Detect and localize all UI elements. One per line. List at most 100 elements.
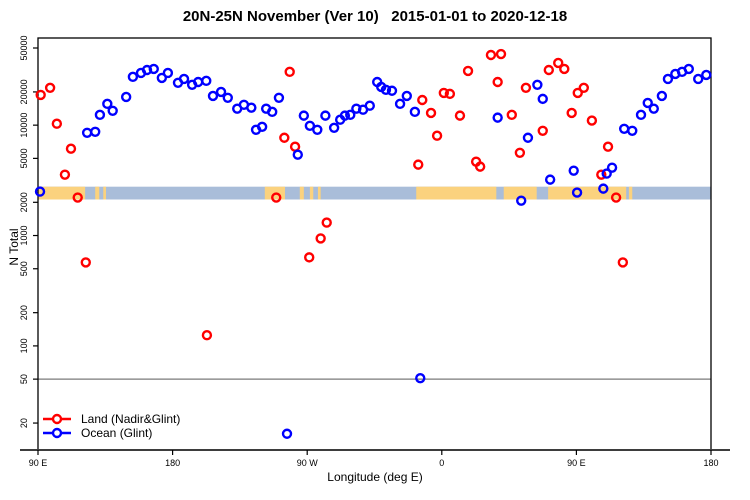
data-point-ocean: [215, 86, 227, 98]
data-point-land: [425, 107, 437, 119]
data-point-ocean: [273, 92, 285, 103]
data-point-ocean: [34, 186, 46, 197]
map-band-land-segment: [95, 186, 100, 200]
data-point-land: [304, 252, 315, 263]
data-point-ocean: [256, 121, 268, 133]
data-point-ocean: [642, 97, 653, 109]
data-point-ocean: [386, 85, 398, 96]
plot-border: [37, 37, 712, 451]
data-point-land: [495, 48, 507, 60]
data-point-ocean: [246, 102, 257, 113]
data-point-land: [51, 118, 63, 129]
data-point-land: [413, 159, 424, 170]
data-point-ocean: [312, 124, 323, 135]
data-point-ocean: [298, 110, 310, 121]
y-tick-label: 200: [19, 305, 29, 320]
data-point-ocean: [380, 84, 392, 96]
data-point-land: [506, 109, 517, 121]
data-point-ocean: [148, 63, 159, 75]
map-band-land-segment: [299, 186, 304, 200]
x-tick-label: 0: [439, 458, 444, 468]
data-point-ocean: [81, 127, 93, 138]
data-point-land: [586, 115, 598, 126]
map-band-land-segment: [416, 186, 497, 200]
data-point-land: [65, 143, 77, 154]
data-point-ocean: [648, 103, 659, 114]
data-point-ocean: [601, 168, 612, 179]
data-point-land: [602, 141, 614, 152]
data-point-ocean: [267, 106, 278, 118]
data-point-ocean: [320, 110, 331, 121]
map-band-land-segment: [103, 186, 106, 200]
x-tick-label: 90 E: [567, 458, 586, 468]
legend-label-ocean: Ocean (Glint): [81, 426, 153, 440]
data-point-ocean: [178, 73, 190, 85]
map-band-ocean: [38, 186, 711, 200]
data-point-ocean: [201, 75, 212, 87]
y-tick-label: 50: [19, 374, 29, 384]
data-point-land: [572, 87, 583, 99]
data-point-land: [279, 132, 290, 143]
y-tick-label: 100: [19, 338, 29, 353]
data-point-ocean: [156, 72, 168, 84]
data-point-ocean: [662, 73, 674, 85]
data-point-ocean: [207, 90, 219, 102]
legend: Land (Nadir&Glint) Ocean (Glint): [42, 412, 180, 440]
data-point-ocean: [102, 98, 113, 110]
data-point-ocean: [120, 91, 132, 103]
y-tick-label: 20000: [19, 79, 29, 104]
data-point-ocean: [90, 126, 101, 137]
x-tick-label: 90 E: [29, 458, 48, 468]
data-point-ocean: [364, 100, 375, 111]
data-point-ocean: [304, 120, 316, 131]
data-point-land: [72, 192, 83, 203]
data-point-ocean: [693, 73, 704, 85]
data-point-land: [59, 169, 71, 180]
data-point-ocean: [522, 132, 534, 143]
data-point-land: [559, 63, 570, 75]
y-tick-label: 50000: [19, 35, 29, 60]
data-point-land: [417, 94, 428, 106]
data-point-land: [617, 257, 629, 268]
data-point-ocean: [516, 195, 527, 206]
data-point-ocean: [656, 90, 668, 102]
data-point-ocean: [598, 183, 609, 194]
data-point-ocean: [618, 123, 630, 134]
data-point-land: [321, 217, 332, 228]
data-point-land: [284, 66, 295, 78]
data-point-land: [543, 64, 555, 76]
data-point-ocean: [606, 162, 618, 173]
data-point-land: [610, 192, 622, 203]
data-point-ocean: [568, 165, 579, 176]
data-point-land: [80, 257, 91, 268]
data-point-ocean: [415, 372, 426, 384]
map-band-land-segment: [317, 186, 321, 200]
data-point-ocean: [292, 149, 303, 160]
data-point-land: [271, 192, 282, 203]
map-band-land-segment: [503, 186, 537, 200]
y-tick-label: 10000: [19, 113, 29, 138]
data-point-ocean: [635, 109, 647, 121]
y-tick-label: 20: [19, 418, 29, 428]
y-tick-label: 2000: [19, 192, 29, 212]
data-point-ocean: [192, 76, 204, 88]
data-point-land: [201, 330, 213, 341]
data-point-ocean: [222, 92, 233, 103]
data-point-land: [537, 125, 548, 136]
data-point-land: [578, 82, 590, 93]
map-band-land-segment: [628, 186, 633, 200]
data-point-land: [492, 76, 503, 88]
y-axis-label: N Total: [7, 228, 21, 266]
data-point-ocean: [394, 98, 406, 110]
data-point-ocean: [537, 93, 548, 105]
data-point-ocean: [571, 187, 583, 198]
data-point-land: [431, 130, 443, 141]
x-axis-label: Longitude (deg E): [327, 470, 423, 484]
data-point-land: [596, 169, 607, 180]
x-tick-label: 180: [165, 458, 180, 468]
data-point-land: [514, 147, 526, 158]
data-point-ocean: [345, 109, 356, 121]
data-point-ocean: [409, 106, 421, 118]
